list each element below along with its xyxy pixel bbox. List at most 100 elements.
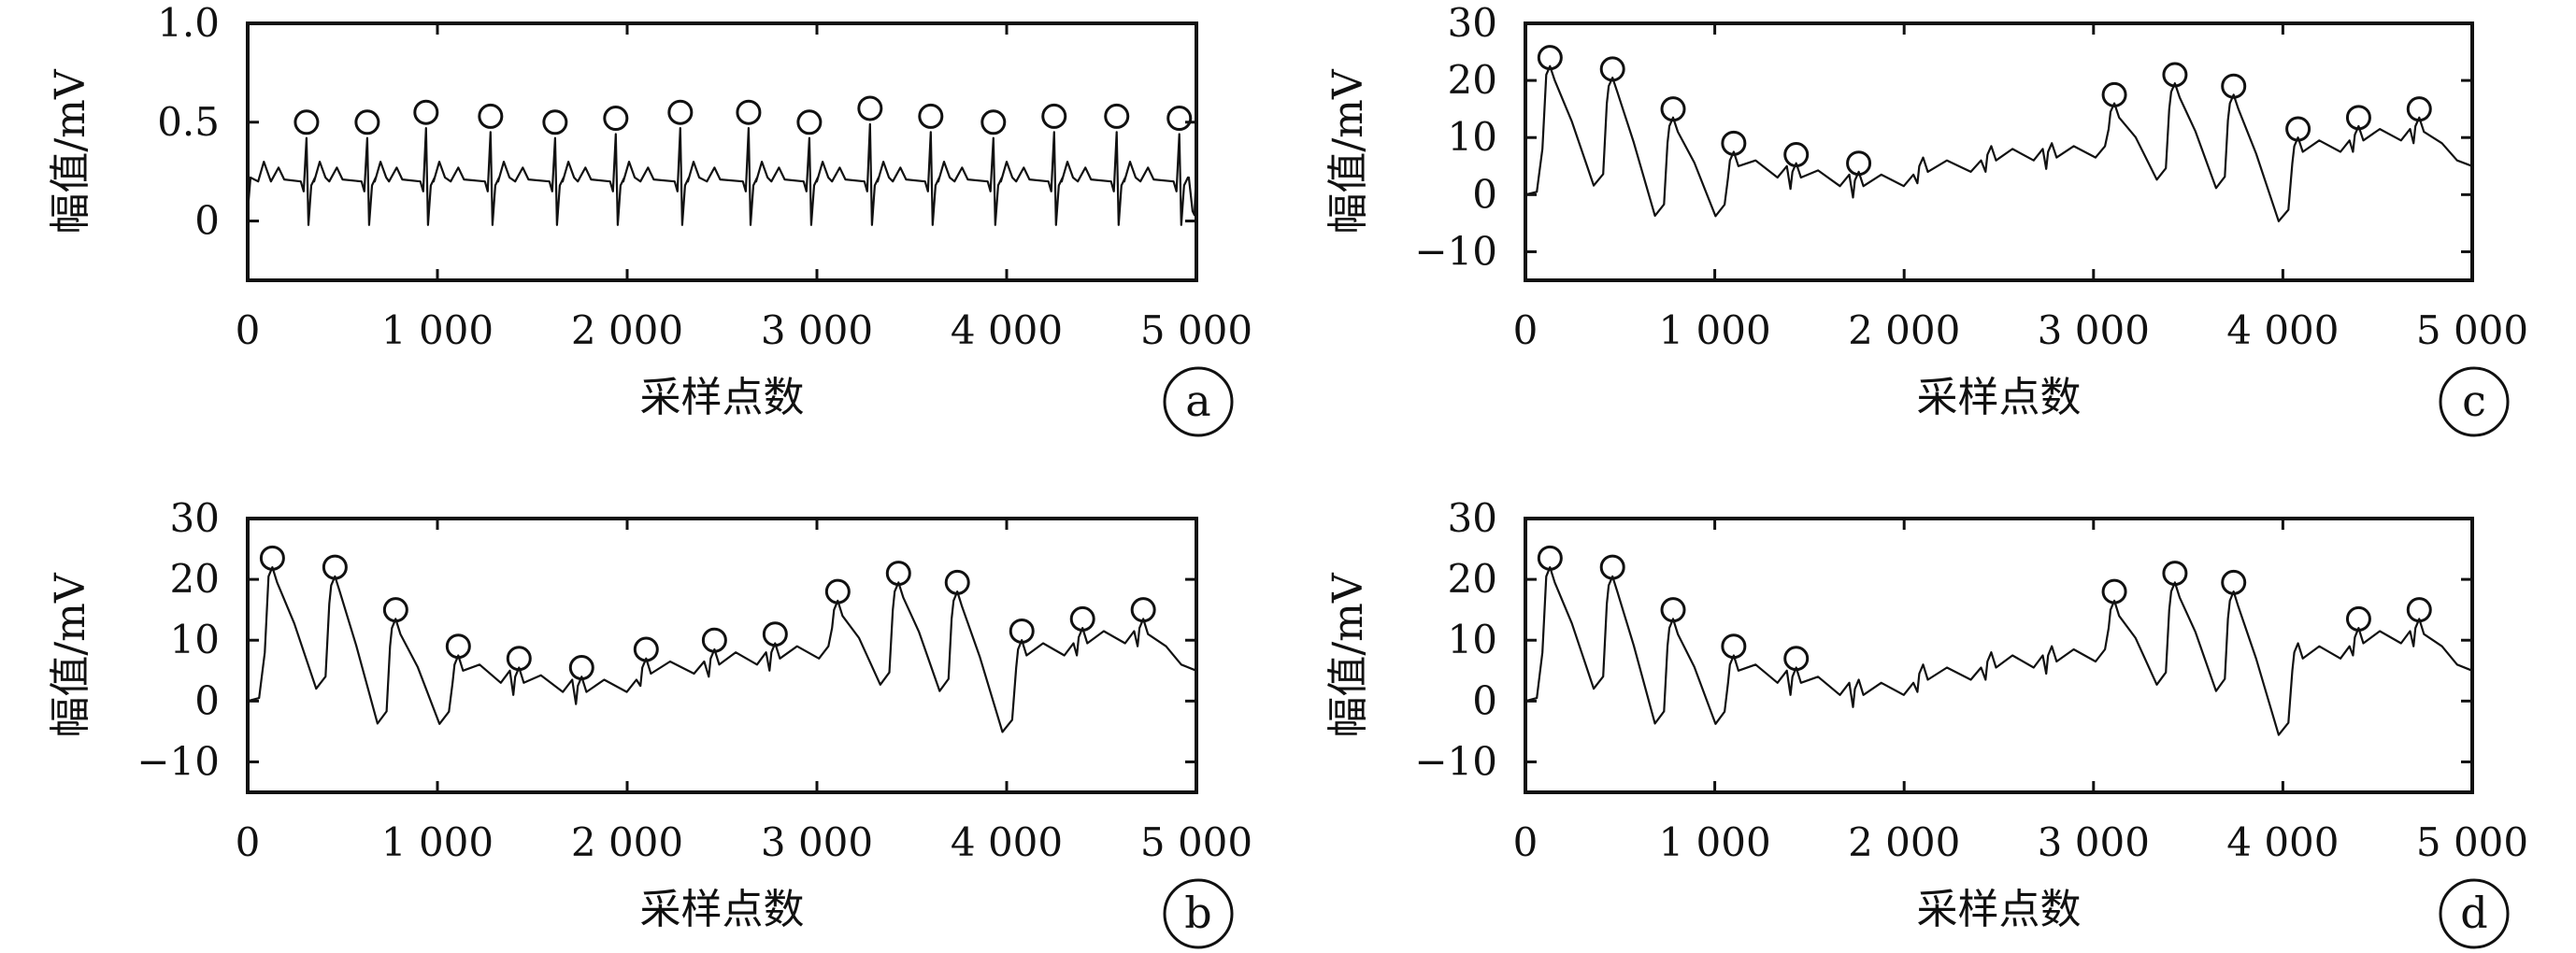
signal-line-d — [1524, 566, 2473, 736]
panel-d: 0 1 000 2 000 3 000 4 000 5 000 −10 0 10 20 30 采样点数… — [1324, 495, 2528, 949]
x-tick-label: 5 000 — [2416, 307, 2528, 353]
peak-marker — [445, 633, 471, 660]
peak-marker — [736, 99, 762, 125]
y-tick-label: 20 — [170, 556, 220, 602]
peak-marker — [1537, 545, 1563, 571]
y-tick-label: 20 — [1448, 57, 1497, 103]
x-tick-label: 0 — [236, 307, 261, 353]
plot-frame — [246, 517, 1198, 794]
panel-tag-circle — [2439, 878, 2510, 949]
y-tick-label: 0 — [194, 198, 220, 244]
peak-marker — [2162, 561, 2188, 587]
x-tick-label: 3 000 — [2038, 307, 2150, 353]
panel-tag-label: a — [1185, 376, 1210, 426]
peak-marker — [857, 95, 883, 121]
peak-marker — [2221, 73, 2247, 99]
peak-marker — [2285, 116, 2311, 142]
peak-marker — [1660, 597, 1686, 623]
x-tick-label: 3 000 — [2038, 819, 2150, 865]
signal-line-c — [1524, 64, 2473, 222]
x-tick-label: 1 000 — [1658, 819, 1770, 865]
peak-marker — [1041, 103, 1067, 129]
x-tick-label: 2 000 — [571, 819, 683, 865]
peak-marker — [1009, 618, 1035, 644]
panel-b: 0 1 000 2 000 3 000 4 000 5 000 −10 0 10 20 30 采样点数… — [47, 495, 1252, 949]
peak-marker — [1721, 633, 1747, 660]
peak-marker — [701, 627, 727, 653]
x-axis-label: 采样点数 — [640, 374, 805, 421]
panel-tag-circle — [1163, 366, 1234, 437]
y-tick-label: 30 — [1448, 495, 1497, 541]
peak-marker — [1846, 150, 1872, 177]
peak-marker — [1104, 103, 1130, 129]
y-tick-label: 0 — [194, 677, 220, 723]
peak-marker — [2101, 81, 2127, 107]
x-axis-label: 采样点数 — [640, 886, 805, 933]
peak-marker — [824, 578, 851, 605]
peak-marker — [2406, 597, 2432, 623]
peak-marker — [322, 554, 348, 580]
y-tick-label: 0 — [1472, 171, 1497, 217]
peak-marker — [918, 103, 944, 129]
peak-marker — [1783, 142, 1810, 168]
x-tick-label: 4 000 — [951, 307, 1063, 353]
peak-marker — [2101, 578, 2127, 605]
peak-marker — [2406, 96, 2432, 122]
peak-marker — [1599, 56, 1625, 82]
y-tick-label: −10 — [1414, 228, 1497, 274]
peak-marker — [603, 106, 629, 132]
x-tick-label: 5 000 — [1140, 819, 1252, 865]
panel-tag-circle — [1163, 878, 1234, 949]
x-axis-label: 采样点数 — [1917, 886, 2082, 933]
peak-marker — [2221, 569, 2247, 595]
y-tick-label: 30 — [1448, 0, 1497, 46]
y-tick-label: 1.0 — [157, 0, 220, 46]
peak-marker — [382, 597, 408, 623]
y-tick-label: −10 — [136, 738, 220, 784]
peak-marker — [633, 636, 659, 662]
peak-marker — [1166, 106, 1193, 132]
peak-marker — [980, 109, 1007, 135]
peak-marker — [542, 109, 568, 135]
y-axis-label: 幅值/mV — [47, 68, 94, 235]
peak-marker — [354, 109, 380, 135]
x-tick-label: 1 000 — [1658, 307, 1770, 353]
y-tick-label: 10 — [1448, 617, 1497, 662]
peak-marker — [568, 655, 594, 681]
x-tick-label: 1 000 — [381, 819, 494, 865]
peak-marker — [1537, 45, 1563, 71]
x-tick-label: 4 000 — [2226, 307, 2339, 353]
x-tick-label: 2 000 — [571, 307, 683, 353]
y-tick-label: 10 — [170, 617, 220, 662]
x-tick-label: 0 — [1513, 307, 1538, 353]
peak-marker — [478, 103, 504, 129]
panel-tag-label: d — [2460, 888, 2487, 938]
peak-marker — [2162, 62, 2188, 88]
y-tick-label: 10 — [1448, 114, 1497, 160]
x-tick-label: 1 000 — [381, 307, 494, 353]
x-tick-label: 4 000 — [951, 819, 1063, 865]
peak-marker — [885, 561, 911, 587]
x-tick-label: 3 000 — [761, 819, 873, 865]
y-axis-label: 幅值/mV — [1324, 572, 1372, 738]
panel-a: 0 1 000 2 000 3 000 4 000 5 000 0 0.5 1.0 采样点数 幅值/… — [47, 0, 1252, 437]
peak-marker — [2345, 105, 2371, 131]
peak-marker — [293, 109, 320, 135]
panel-tag-circle — [2439, 366, 2510, 437]
x-tick-label: 0 — [236, 819, 261, 865]
peak-marker — [944, 569, 970, 595]
peak-marker — [796, 109, 823, 135]
y-axis-label: 幅值/mV — [1324, 68, 1372, 235]
x-tick-label: 2 000 — [1848, 819, 1960, 865]
y-tick-label: −10 — [1414, 738, 1497, 784]
x-tick-label: 2 000 — [1848, 307, 1960, 353]
peak-marker — [506, 646, 532, 672]
panel-c: 0 1 000 2 000 3 000 4 000 5 000 −10 0 10 20 30 采样点数… — [1324, 0, 2528, 437]
y-axis-label: 幅值/mV — [47, 572, 94, 738]
peak-marker — [1660, 96, 1686, 122]
x-axis-label: 采样点数 — [1917, 374, 2082, 421]
signal-line-a — [246, 122, 1198, 226]
peak-marker — [1069, 605, 1095, 632]
x-tick-label: 5 000 — [2416, 819, 2528, 865]
x-tick-label: 4 000 — [2226, 819, 2339, 865]
